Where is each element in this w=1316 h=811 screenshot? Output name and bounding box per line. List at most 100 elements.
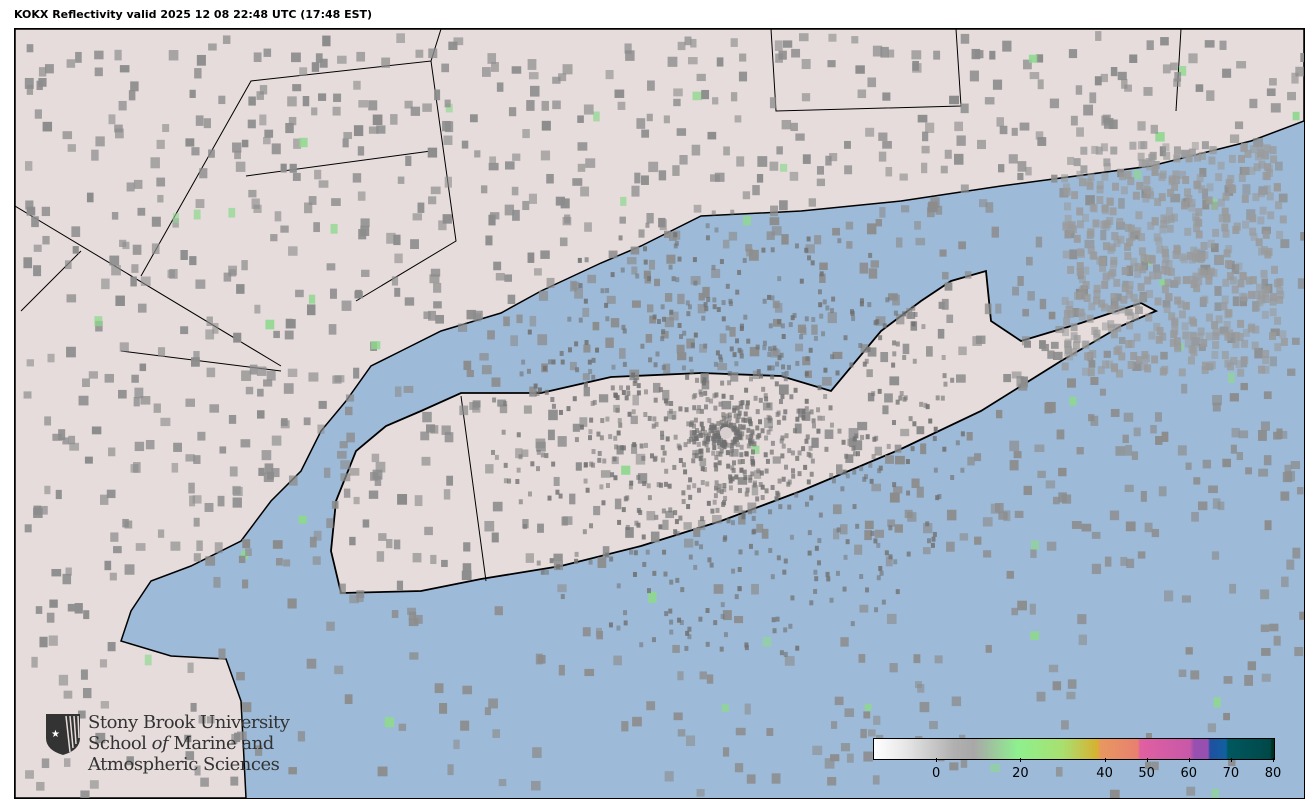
echo-pixel [1242, 328, 1250, 337]
echo-pixel [1212, 332, 1220, 341]
echo-pixel [1138, 294, 1146, 303]
echo-pixel [714, 485, 719, 491]
echo-pixel [995, 409, 1003, 419]
echo-pixel [1198, 185, 1206, 194]
echo-pixel [1166, 224, 1174, 233]
echo-pixel [652, 570, 657, 576]
echo-pixel [804, 247, 809, 253]
echo-pixel [954, 121, 964, 132]
echo-pixel [33, 244, 42, 252]
echo-pixel [721, 316, 726, 322]
echo-pixel [679, 620, 684, 626]
echo-pixel [731, 568, 736, 574]
echo-pixel [280, 420, 290, 429]
echo-pixel [912, 63, 922, 73]
echo-pixel [1028, 54, 1038, 63]
echo-pixel [515, 448, 523, 459]
echo-pixel [604, 302, 609, 308]
echo-pixel [1224, 359, 1232, 368]
echo-pixel [1118, 305, 1126, 314]
echo-pixel [653, 455, 658, 461]
echo-pixel [1130, 352, 1138, 361]
echo-pixel [664, 771, 674, 782]
echo-pixel [42, 121, 53, 132]
echo-pixel [206, 716, 215, 724]
echo-pixel [673, 712, 683, 721]
echo-pixel [492, 729, 501, 738]
echo-pixel [1076, 127, 1084, 137]
echo-pixel [777, 478, 782, 484]
echo-pixel [728, 301, 733, 307]
echo-pixel [195, 279, 206, 289]
echo-pixel [1061, 174, 1069, 183]
echo-pixel [705, 397, 710, 403]
echo-pixel [799, 334, 804, 340]
echo-pixel [1212, 498, 1221, 509]
echo-pixel [422, 103, 432, 112]
echo-pixel [631, 372, 636, 378]
echo-pixel [1173, 175, 1181, 184]
echo-pixel [781, 119, 792, 130]
echo-pixel [414, 495, 423, 507]
echo-pixel [703, 390, 708, 396]
echo-pixel [1250, 232, 1258, 241]
echo-pixel [764, 468, 769, 474]
echo-pixel [989, 50, 996, 60]
echo-pixel [1061, 494, 1072, 504]
echo-pixel [1154, 197, 1162, 206]
echo-pixel [706, 674, 714, 684]
echo-pixel [706, 432, 711, 438]
echo-pixel [428, 48, 438, 59]
echo-pixel [837, 428, 842, 434]
echo-pixel [1126, 265, 1134, 276]
echo-pixel [967, 456, 975, 466]
echo-pixel [1261, 673, 1271, 682]
echo-pixel [1202, 459, 1212, 469]
echo-pixel [749, 433, 754, 439]
echo-pixel [339, 583, 346, 595]
echo-pixel [876, 575, 881, 581]
echo-pixel [925, 404, 930, 410]
echo-pixel [956, 135, 966, 146]
echo-pixel [1185, 647, 1193, 655]
echo-pixel [562, 216, 572, 226]
echo-pixel [1133, 427, 1141, 437]
echo-pixel [271, 468, 280, 478]
echo-pixel [1245, 467, 1252, 475]
echo-pixel [1089, 350, 1097, 359]
echo-pixel [463, 360, 472, 371]
echo-pixel [580, 186, 590, 197]
echo-pixel [868, 462, 873, 468]
echo-pixel [647, 415, 652, 421]
echo-pixel [484, 520, 495, 532]
echo-pixel [946, 541, 955, 552]
echo-pixel [559, 237, 568, 247]
echo-pixel [739, 452, 744, 458]
echo-pixel [719, 441, 724, 447]
echo-pixel [597, 457, 602, 463]
echo-pixel [499, 404, 508, 414]
echo-pixel [1076, 207, 1084, 216]
echo-pixel [619, 445, 624, 451]
radar-map[interactable] [14, 28, 1305, 799]
echo-pixel [966, 431, 973, 441]
echo-pixel [561, 516, 568, 526]
echo-pixel [766, 414, 771, 420]
echo-pixel [1222, 192, 1230, 201]
echo-pixel [308, 372, 319, 382]
echo-pixel [80, 669, 88, 680]
echo-pixel [832, 504, 842, 515]
echo-pixel [699, 671, 707, 680]
echo-pixel [943, 381, 948, 387]
radar-echoes [23, 31, 1304, 798]
echo-pixel [744, 645, 749, 651]
echo-pixel [1144, 254, 1152, 263]
echo-pixel [766, 402, 771, 408]
echo-pixel [168, 50, 179, 61]
echo-pixel [1231, 427, 1240, 438]
echo-pixel [730, 209, 735, 215]
echo-pixel [814, 576, 819, 582]
echo-pixel [714, 454, 719, 460]
echo-pixel [408, 618, 419, 627]
echo-pixel [821, 331, 826, 337]
